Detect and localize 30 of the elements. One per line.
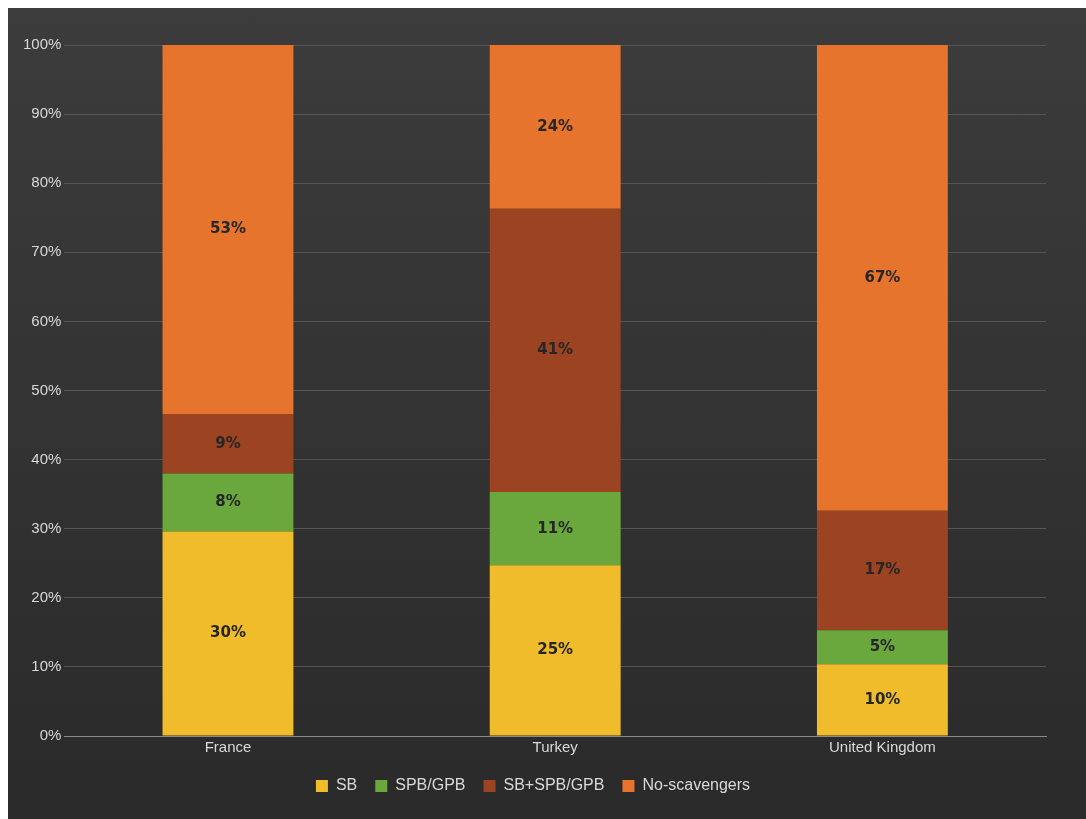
- y-tick-label: 30%: [31, 518, 62, 536]
- data-label: 41%: [537, 340, 574, 359]
- x-tick-label: Turkey: [532, 738, 579, 756]
- x-tick-label: France: [204, 738, 252, 756]
- data-label: 25%: [537, 640, 574, 659]
- data-label: 53%: [210, 219, 246, 238]
- data-label: 67%: [864, 267, 901, 286]
- data-label: 10%: [864, 689, 901, 708]
- y-tick-label: 90%: [31, 104, 62, 122]
- data-label: 9%: [215, 433, 241, 452]
- legend-label: No-scavengers: [642, 776, 751, 794]
- data-label: 24%: [537, 116, 574, 135]
- x-tick-label: United Kingdom: [829, 738, 936, 756]
- y-tick-label: 20%: [31, 587, 62, 605]
- data-label: 8%: [215, 492, 241, 511]
- data-label: 30%: [210, 623, 246, 642]
- data-label: 17%: [864, 560, 901, 579]
- y-tick-label: 100%: [22, 35, 62, 53]
- y-tick-label: 10%: [31, 657, 62, 675]
- y-tick-label: 60%: [31, 311, 62, 329]
- legend-label: SB+SPB/GPB: [503, 776, 605, 794]
- y-tick-label: 40%: [31, 449, 62, 467]
- y-tick-label: 80%: [31, 173, 62, 191]
- y-tick-label: 0%: [39, 726, 62, 744]
- y-tick-label: 50%: [31, 380, 62, 398]
- y-tick-label: 70%: [31, 242, 62, 260]
- legend-label: SB: [335, 776, 358, 794]
- legend-label: SPB/GPB: [395, 776, 466, 794]
- data-label: 11%: [537, 518, 574, 537]
- data-label: 5%: [869, 637, 896, 656]
